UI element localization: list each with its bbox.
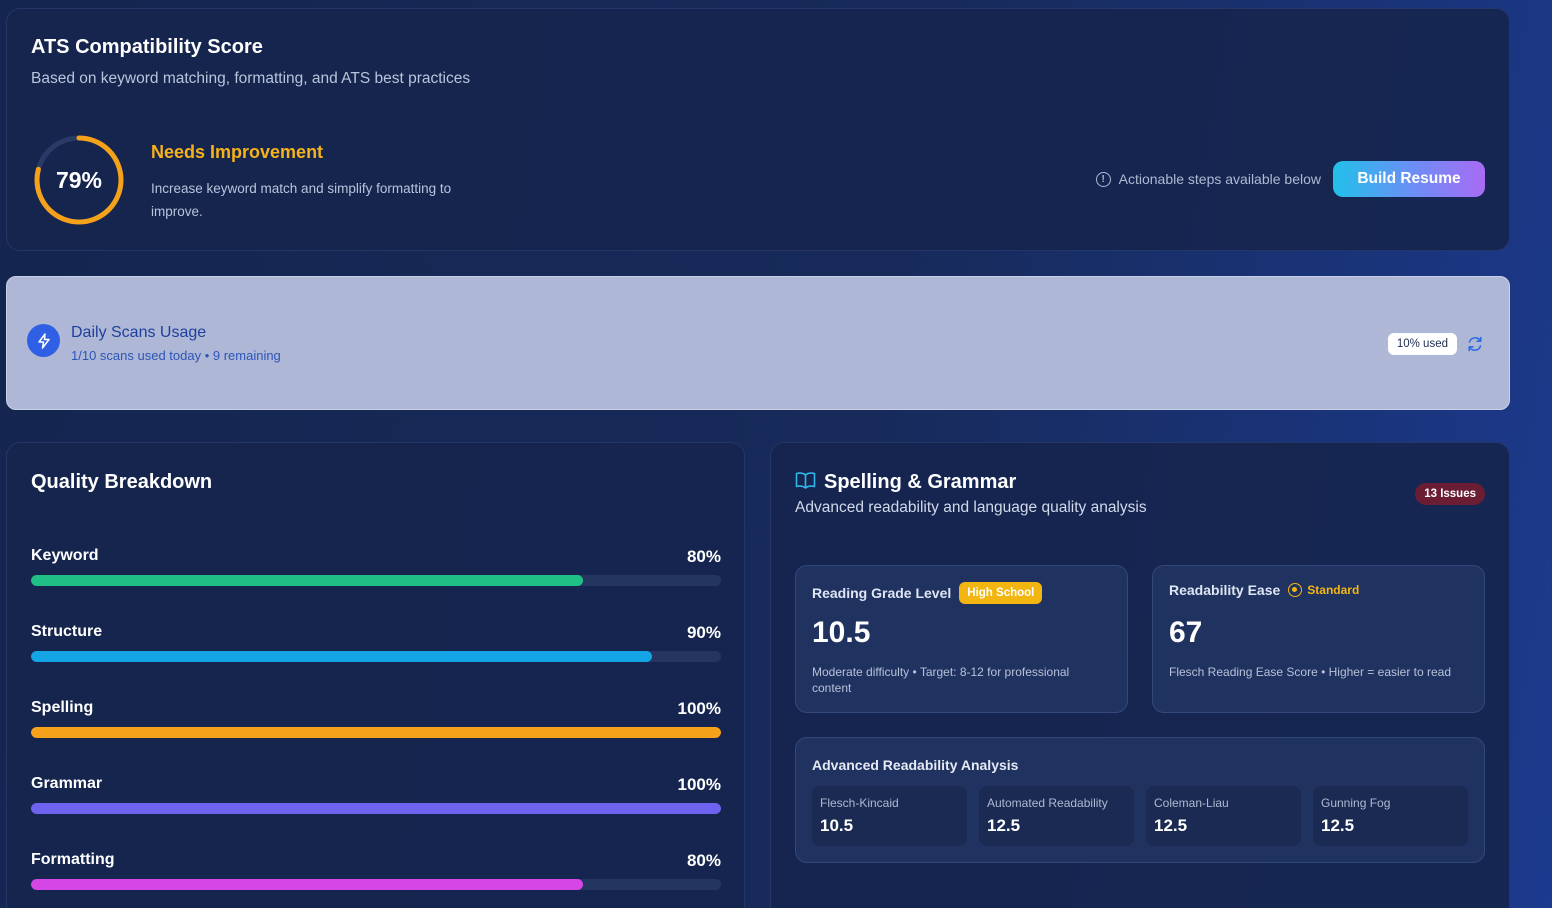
spelling-subtitle: Advanced readability and language qualit… xyxy=(795,499,1147,516)
readability-metric-value: 12.5 xyxy=(1154,816,1188,835)
metric-value: 100% xyxy=(677,699,721,718)
ats-subtitle: Based on keyword matching, formatting, a… xyxy=(31,70,471,87)
score-gauge: 79% xyxy=(31,132,127,228)
metric-name: Spelling xyxy=(31,699,94,716)
progress-track xyxy=(31,651,721,662)
metric-value: 100% xyxy=(677,775,721,794)
readability-ease-value: 67 xyxy=(1169,616,1203,649)
metric-keyword: Keyword 80% xyxy=(31,547,721,607)
standard-badge-text: Standard xyxy=(1307,583,1360,597)
reading-grade-value: 10.5 xyxy=(812,616,871,649)
scans-subtitle: 1/10 scans used today • 9 remaining xyxy=(71,348,281,363)
metric-structure: Structure 90% xyxy=(31,623,721,683)
lightning-icon xyxy=(27,324,60,357)
ats-score-card: ATS Compatibility Score Based on keyword… xyxy=(6,8,1510,251)
target-icon xyxy=(1288,583,1303,597)
progress-fill xyxy=(31,803,721,814)
reading-grade-header: Reading Grade Level High School xyxy=(812,582,1043,604)
scans-title: Daily Scans Usage xyxy=(71,324,207,341)
advanced-readability-card: Advanced Readability Analysis Flesch-Kin… xyxy=(795,737,1485,863)
reading-grade-label: Reading Grade Level xyxy=(812,585,952,601)
advanced-readability-title: Advanced Readability Analysis xyxy=(812,757,1019,773)
readability-metric-name: Flesch-Kincaid xyxy=(820,796,899,810)
progress-fill xyxy=(31,727,721,738)
metric-name: Grammar xyxy=(31,775,103,792)
metric-value: 80% xyxy=(686,547,721,566)
metric-value: 90% xyxy=(686,623,721,642)
readability-metric-value: 12.5 xyxy=(987,816,1021,835)
daily-scans-card: Daily Scans Usage 1/10 scans used today … xyxy=(6,276,1510,410)
readability-metric-name: Gunning Fog xyxy=(1321,796,1391,810)
standard-badge: Standard xyxy=(1288,583,1359,597)
score-status: Needs Improvement xyxy=(151,142,324,162)
build-resume-button[interactable]: Build Resume xyxy=(1333,161,1485,197)
progress-track xyxy=(31,575,721,586)
progress-fill xyxy=(31,575,583,586)
readability-ease-card: Readability Ease Standard 67 Flesch Read… xyxy=(1152,565,1485,713)
metric-name: Formatting xyxy=(31,851,115,868)
metric-name: Structure xyxy=(31,623,103,640)
quality-breakdown-card: Quality Breakdown Keyword 80% Structure … xyxy=(6,442,745,908)
score-percent: 79% xyxy=(55,166,103,193)
actionable-hint: ! Actionable steps available below xyxy=(1095,171,1321,187)
readability-metric-automated: Automated Readability 12.5 xyxy=(979,786,1134,846)
readability-metric-value: 12.5 xyxy=(1321,816,1355,835)
ats-title: ATS Compatibility Score xyxy=(31,36,263,58)
readability-ease-label: Readability Ease xyxy=(1169,582,1281,598)
spelling-grammar-card: Spelling & Grammar Advanced readability … xyxy=(770,442,1510,908)
readability-metric-coleman-liau: Coleman-Liau 12.5 xyxy=(1146,786,1301,846)
score-gauge-ring xyxy=(34,135,124,225)
score-gauge-arc xyxy=(34,135,124,225)
scans-used-badge: 10% used xyxy=(1387,333,1457,355)
issues-badge: 13 Issues xyxy=(1415,483,1485,505)
metric-name: Keyword xyxy=(31,547,99,564)
actionable-hint-text: Actionable steps available below xyxy=(1118,171,1321,187)
progress-fill xyxy=(31,879,583,890)
progress-track xyxy=(31,803,721,814)
readability-metric-gunning-fog: Gunning Fog 12.5 xyxy=(1313,786,1468,846)
metric-formatting: Formatting 80% xyxy=(31,851,721,908)
progress-track xyxy=(31,727,721,738)
readability-metric-name: Automated Readability xyxy=(987,796,1108,810)
metric-value: 80% xyxy=(686,851,721,870)
spelling-title: Spelling & Grammar xyxy=(824,471,1017,493)
readability-metric-value: 10.5 xyxy=(820,816,854,835)
score-description: Increase keyword match and simplify form… xyxy=(151,181,452,219)
info-icon: ! xyxy=(1095,171,1111,187)
readability-metric-flesch-kincaid: Flesch-Kincaid 10.5 xyxy=(812,786,967,846)
refresh-icon[interactable] xyxy=(1465,334,1485,354)
readability-ease-header: Readability Ease Standard xyxy=(1169,582,1359,598)
progress-fill xyxy=(31,651,652,662)
quality-title: Quality Breakdown xyxy=(31,471,213,493)
progress-track xyxy=(31,879,721,890)
readability-ease-description: Flesch Reading Ease Score • Higher = eas… xyxy=(1169,665,1452,679)
metric-spelling: Spelling 100% xyxy=(31,699,721,759)
readability-metric-name: Coleman-Liau xyxy=(1154,796,1229,810)
spelling-header: Spelling & Grammar xyxy=(795,471,1016,494)
ats-actions: ! Actionable steps available below Build… xyxy=(1095,161,1485,197)
reading-grade-card: Reading Grade Level High School 10.5 Mod… xyxy=(795,565,1128,713)
reading-grade-description: Moderate difficulty • Target: 8-12 for p… xyxy=(812,665,1070,695)
grade-level-badge: High School xyxy=(959,582,1043,604)
metric-grammar: Grammar 100% xyxy=(31,775,721,835)
book-icon xyxy=(795,471,816,494)
